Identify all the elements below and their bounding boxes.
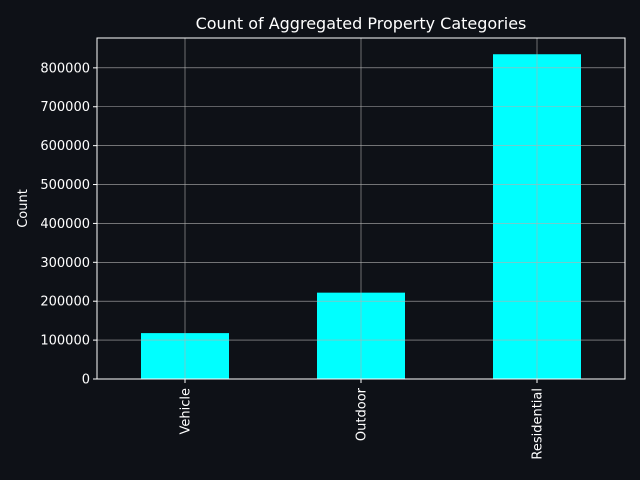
x-axis-ticks: Vehicle Outdoor Residential [179, 379, 546, 460]
y-axis-label: Count [16, 189, 31, 228]
y-tick-label: 700000 [40, 100, 90, 115]
grid-layer [97, 38, 625, 380]
y-tick-label: 400000 [40, 217, 90, 232]
x-tick-label-vehicle: Vehicle [179, 388, 194, 435]
y-axis-ticks: 0 100000 200000 300000 400000 500000 600000 700… [40, 61, 97, 388]
y-tick-label: 0 [82, 373, 90, 388]
y-tick-label: 800000 [40, 61, 90, 76]
y-tick-label: 500000 [40, 178, 90, 193]
x-tick-label-outdoor: Outdoor [355, 387, 370, 441]
y-tick-label: 200000 [40, 295, 90, 310]
y-tick-label: 300000 [40, 256, 90, 271]
y-tick-label: 100000 [40, 334, 90, 349]
chart-title: Count of Aggregated Property Categories [196, 14, 527, 33]
x-tick-label-residential: Residential [531, 388, 546, 460]
y-tick-label: 600000 [40, 139, 90, 154]
